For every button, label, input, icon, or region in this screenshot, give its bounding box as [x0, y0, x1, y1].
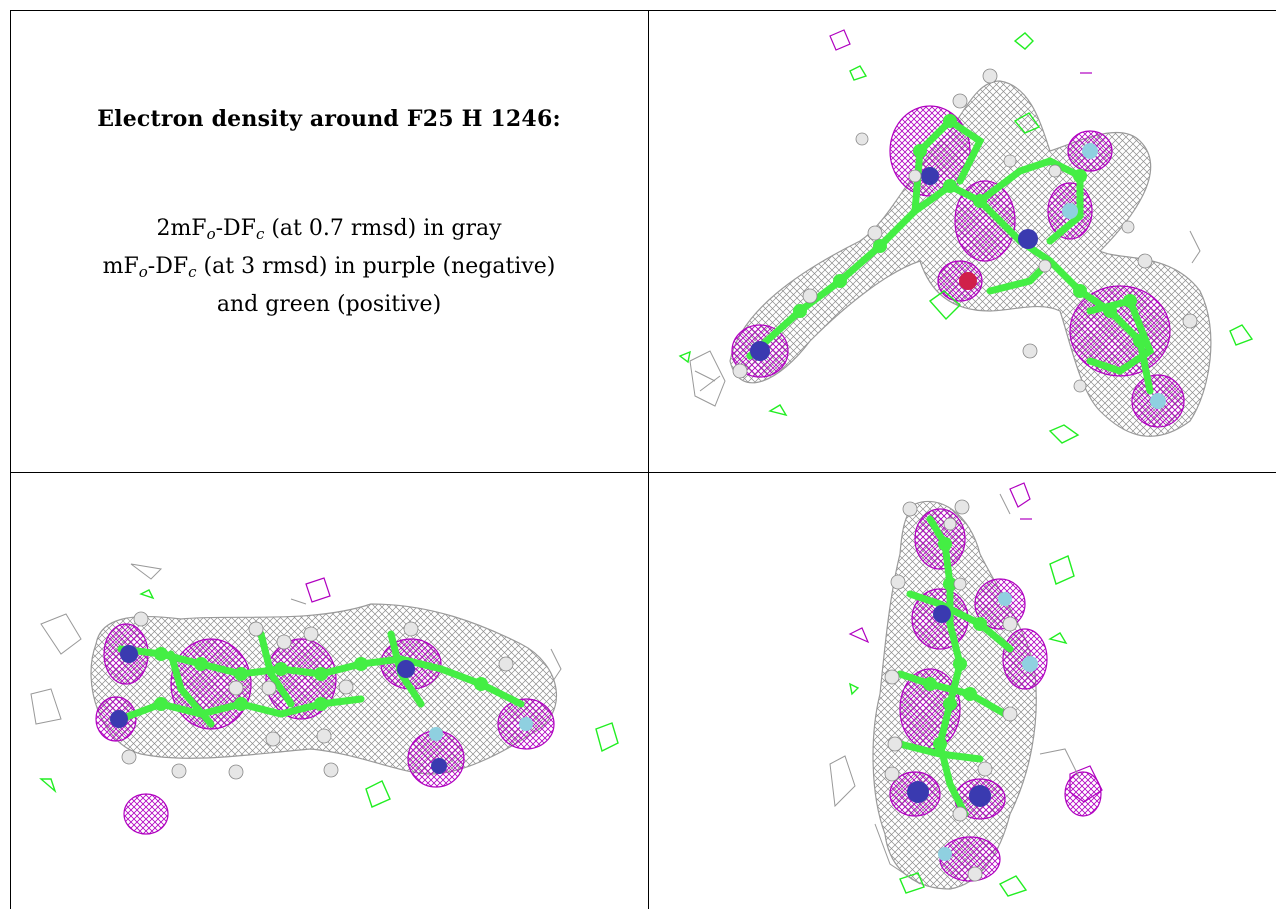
- view-bottom-right: [650, 474, 1276, 909]
- view-bottom-left: [11, 474, 647, 909]
- molecule-atoms: [732, 68, 1198, 409]
- legend-subscript: o: [138, 263, 148, 281]
- density-map-view-3: [829, 482, 1103, 897]
- density-map-view-2: [30, 563, 619, 835]
- legend-subscript: o: [206, 225, 216, 243]
- density-map-view-1: [678, 29, 1254, 444]
- legend-subscript: c: [188, 263, 197, 281]
- density-mesh-positive: [678, 32, 1254, 444]
- map-legend: 2mFo-DFc (at 0.7 rmsd) in gray mFo-DFc (…: [10, 210, 648, 324]
- grid-line-middle: [648, 10, 649, 909]
- legend-subscript: c: [255, 225, 265, 243]
- molecule-atoms: [110, 611, 533, 780]
- density-mesh-positive: [39, 589, 619, 808]
- caption-cell: Electron density around F25 H 1246: 2mFo…: [10, 10, 648, 472]
- legend-text: -DF: [215, 216, 256, 241]
- legend-text: 2mF: [156, 216, 207, 241]
- legend-text: mF: [102, 254, 139, 279]
- density-mesh-negative-fragments: [848, 482, 1103, 803]
- density-mesh-2fofc-fragments: [829, 493, 1081, 885]
- legend-line-positive: and green (positive): [216, 292, 442, 317]
- view-top-right: [650, 11, 1276, 471]
- density-mesh-2fofc-fragments: [689, 230, 1201, 407]
- figure-title: Electron density around F25 H 1246:: [97, 106, 561, 132]
- legend-line-2fofc: 2mFo-DFc (at 0.7 rmsd) in gray: [10, 210, 648, 248]
- density-mesh-positive: [849, 555, 1075, 897]
- density-mesh-negative-fragments: [829, 29, 1092, 74]
- grid-line-center: [10, 472, 1276, 473]
- legend-text: (at 3 rmsd) in purple (negative): [196, 254, 556, 279]
- molecule-atoms: [884, 499, 1038, 882]
- figure-grid: [10, 10, 1276, 909]
- legend-text: (at 0.7 rmsd) in gray: [264, 216, 502, 241]
- grid-line-top: [10, 10, 1276, 11]
- legend-text: -DF: [147, 254, 189, 279]
- grid-line-left: [10, 10, 11, 909]
- density-mesh-2fofc-fragments: [30, 563, 562, 725]
- legend-line-fofc: mFo-DFc (at 3 rmsd) in purple (negative): [10, 248, 648, 286]
- density-mesh-negative-fragments: [305, 577, 331, 603]
